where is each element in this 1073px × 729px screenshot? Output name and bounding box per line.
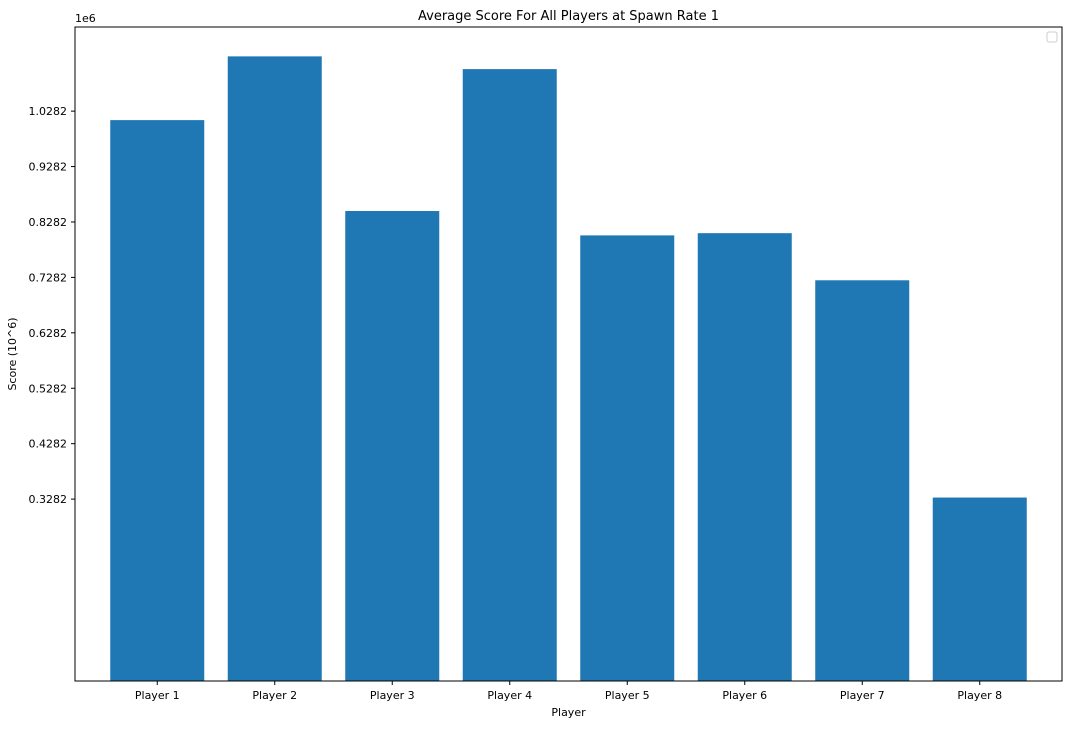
bar-2 <box>227 56 322 682</box>
y-tick-label: 0.8282 <box>29 216 68 229</box>
bar-4 <box>462 69 557 682</box>
bar-8 <box>932 497 1027 681</box>
bar-7 <box>815 280 910 681</box>
bar-1 <box>110 120 205 681</box>
x-tick-label: Player 1 <box>135 689 180 702</box>
bars-group <box>110 56 1027 682</box>
legend-box <box>1046 31 1058 43</box>
y-tick-label: 0.6282 <box>29 327 68 340</box>
y-tick-label: 0.5282 <box>29 382 68 395</box>
x-axis-ticks: Player 1 Player 2 Player 3 Player 4 Player 5… <box>135 681 1002 702</box>
plot-frame <box>74 26 1063 682</box>
y-tick-label: 0.9282 <box>29 161 68 174</box>
x-axis-label: Player <box>551 706 586 719</box>
x-tick-label: Player 3 <box>370 689 415 702</box>
x-tick-label: Player 4 <box>487 689 532 702</box>
chart-title: Average Score For All Players at Spawn R… <box>418 9 719 24</box>
bar-5 <box>580 235 675 681</box>
y-tick-label: 0.4282 <box>29 438 68 451</box>
x-tick-label: Player 6 <box>722 689 767 702</box>
x-tick-label: Player 5 <box>605 689 650 702</box>
y-offset-text: 1e6 <box>75 12 96 25</box>
y-axis-ticks: 0.3282 0.4282 0.5282 0.6282 0.7282 0.8282 0.92… <box>29 105 75 506</box>
y-tick-label: 0.7282 <box>29 271 68 284</box>
x-tick-label: Player 8 <box>957 689 1002 702</box>
bar-3 <box>345 211 440 681</box>
bar-6 <box>697 233 792 681</box>
y-axis-label: Score (10^6) <box>6 317 19 390</box>
x-tick-label: Player 2 <box>252 689 297 702</box>
y-tick-label: 1.0282 <box>29 105 68 118</box>
y-tick-label: 0.3282 <box>29 493 68 506</box>
x-tick-label: Player 7 <box>840 689 885 702</box>
